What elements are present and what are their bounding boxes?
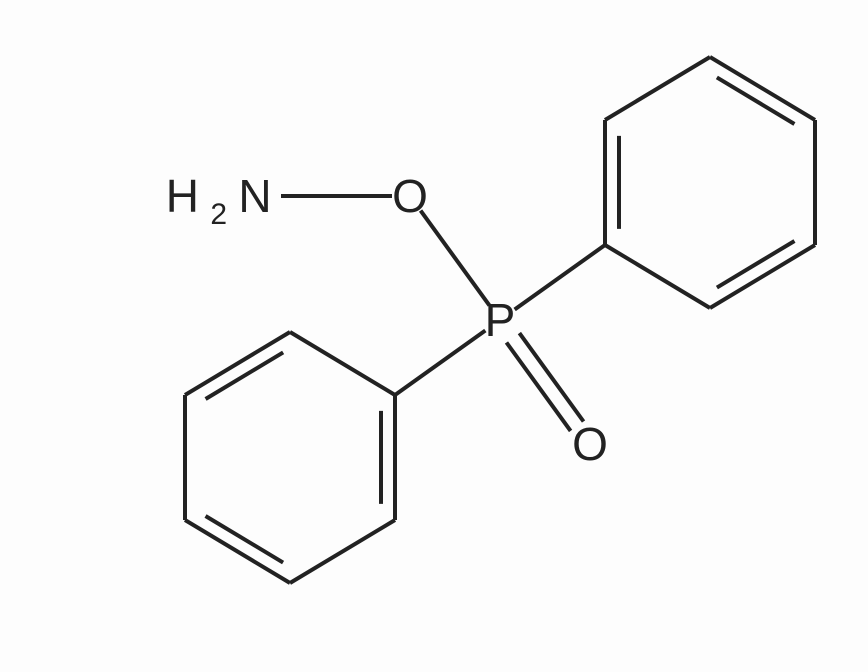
atom-label-nitrogen: N — [238, 170, 271, 222]
atom-label-oxygen-ether: O — [392, 170, 428, 222]
atom-label-hydrogen: H — [166, 170, 199, 222]
molecule-diagram: P O O N2H — [0, 0, 868, 672]
atom-label-phosphorus: P — [485, 294, 516, 346]
atom-label-subscript-2: 2 — [210, 198, 227, 231]
atom-label-oxygen-double: O — [572, 418, 608, 470]
